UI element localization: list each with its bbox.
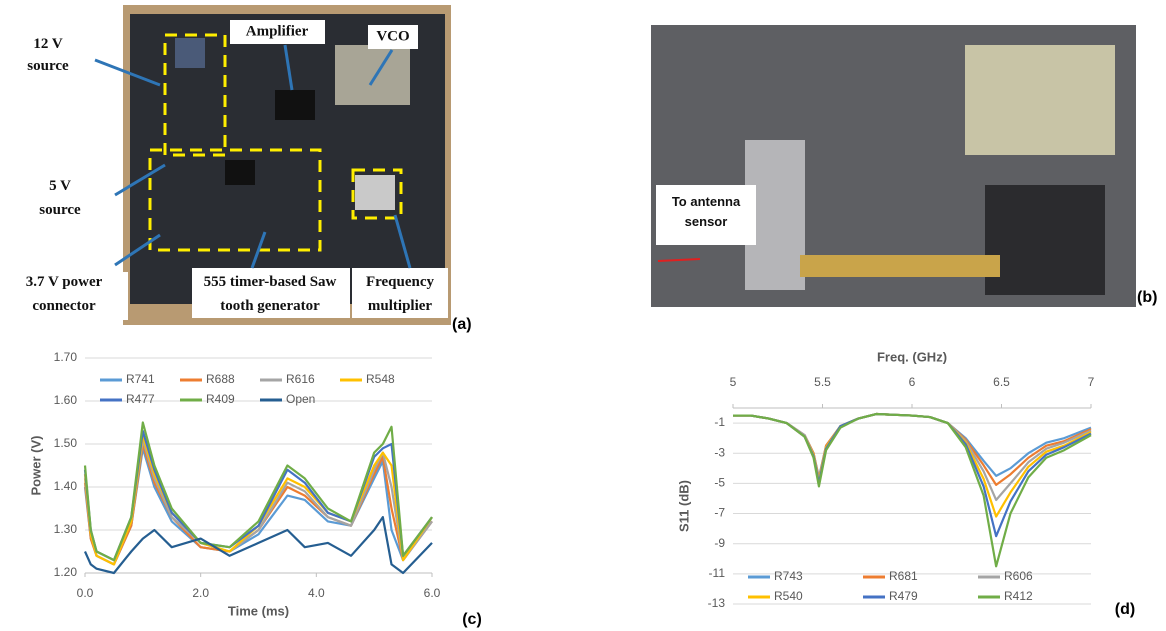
x-tick-label: 6.0 <box>424 586 441 600</box>
y-tick-label: -5 <box>714 476 725 490</box>
x-tick-label: 5 <box>730 375 737 389</box>
y-tick-label: 1.60 <box>54 393 78 407</box>
legend-label: R477 <box>126 392 155 406</box>
legend-label: R540 <box>774 589 803 603</box>
x-axis-title: Freq. (GHz) <box>877 349 947 364</box>
y-tick-label: -9 <box>714 536 725 550</box>
legend-label: Open <box>286 392 315 406</box>
legend-label: R741 <box>126 372 155 386</box>
legend-label: R688 <box>206 372 235 386</box>
series-line <box>733 414 1091 517</box>
x-tick-label: 2.0 <box>192 586 209 600</box>
y-tick-label: -11 <box>709 566 726 580</box>
panel-label: (a) <box>452 316 472 333</box>
series-line <box>733 414 1091 500</box>
callout: VCO <box>376 28 409 44</box>
x-axis-title: Time (ms) <box>228 603 289 618</box>
callout: Amplifier <box>246 23 309 39</box>
x-tick-label: 6.5 <box>993 375 1010 389</box>
panel-label: (b) <box>1137 289 1157 306</box>
x-tick-label: 0.0 <box>77 586 94 600</box>
timer-chip <box>225 160 255 185</box>
legend-label: R479 <box>889 589 918 603</box>
y-tick-label: -1 <box>714 415 725 429</box>
series-line <box>733 414 1091 536</box>
x-tick-label: 6 <box>909 375 916 389</box>
figure: 12 Vsource Amplifier VCO 5 Vsource 3.7 V… <box>0 0 1166 631</box>
x-tick-label: 7 <box>1088 375 1095 389</box>
pcb-board <box>985 185 1105 295</box>
x-tick-label: 4.0 <box>308 586 325 600</box>
legend-label: R681 <box>889 569 918 583</box>
y-tick-label: -7 <box>714 506 725 520</box>
y-axis-title: Power (V) <box>28 436 43 496</box>
y-tick-label: 1.70 <box>54 350 78 364</box>
y-tick-label: 1.20 <box>54 565 78 579</box>
y-axis-title: S11 (dB) <box>676 480 691 532</box>
component <box>175 38 205 68</box>
panel-label: (d) <box>1115 601 1135 618</box>
panel-label: (c) <box>462 611 482 628</box>
amp-chip <box>275 90 315 120</box>
multiplier-chip <box>355 175 395 210</box>
series-line <box>733 414 1091 485</box>
legend-label: R409 <box>206 392 235 406</box>
legend-label: R743 <box>774 569 803 583</box>
y-tick-label: 1.30 <box>54 522 78 536</box>
y-tick-label: -3 <box>714 445 725 459</box>
series-line <box>85 431 432 560</box>
legend-label: R616 <box>286 372 315 386</box>
x-tick-label: 5.5 <box>814 375 831 389</box>
y-tick-label: 1.40 <box>54 479 78 493</box>
y-tick-label: -13 <box>708 596 726 610</box>
cable <box>800 255 1000 277</box>
vco-chip <box>335 45 410 105</box>
legend-label: R412 <box>1004 589 1033 603</box>
legend-label: R606 <box>1004 569 1033 583</box>
y-tick-label: 1.50 <box>54 436 78 450</box>
legend-label: R548 <box>366 372 395 386</box>
battery <box>965 45 1115 155</box>
